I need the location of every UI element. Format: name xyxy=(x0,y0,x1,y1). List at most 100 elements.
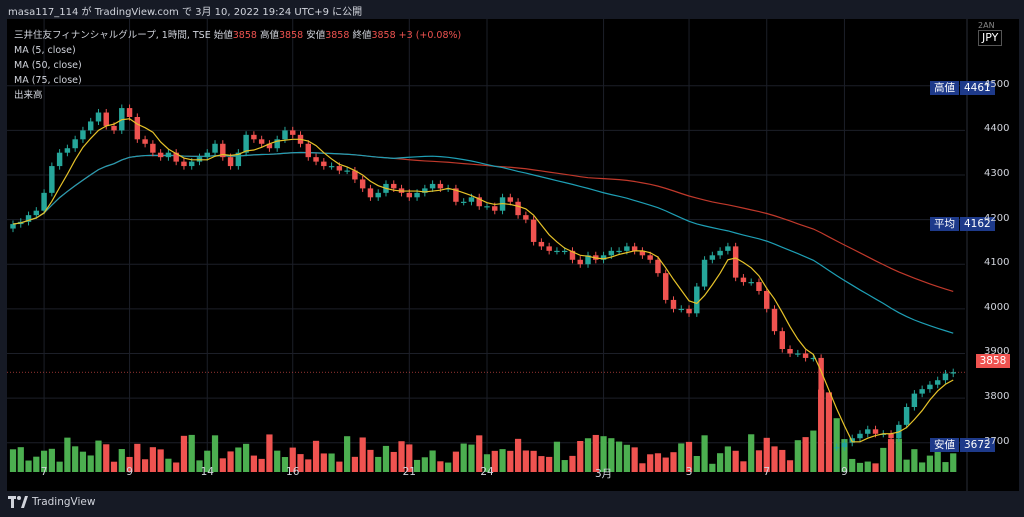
candle[interactable] xyxy=(460,198,467,206)
candle[interactable] xyxy=(911,390,918,411)
candle[interactable] xyxy=(670,296,677,313)
candle[interactable] xyxy=(826,430,832,451)
candle[interactable] xyxy=(577,256,583,268)
candle[interactable] xyxy=(126,104,133,121)
candle[interactable] xyxy=(631,242,638,255)
candle[interactable] xyxy=(72,135,78,152)
candle[interactable] xyxy=(903,403,910,429)
candle[interactable] xyxy=(142,135,148,148)
candle[interactable] xyxy=(134,113,141,143)
candle[interactable] xyxy=(352,166,358,184)
candle[interactable] xyxy=(725,242,731,255)
candle[interactable] xyxy=(694,282,700,317)
chart-area[interactable] xyxy=(7,19,1019,491)
candle[interactable] xyxy=(740,274,747,286)
candle[interactable] xyxy=(927,381,933,393)
candle[interactable] xyxy=(220,140,226,161)
candle[interactable] xyxy=(756,278,762,295)
candle[interactable] xyxy=(212,140,218,157)
candle[interactable] xyxy=(235,149,242,170)
legend-ma50[interactable]: MA (50, close) xyxy=(14,60,82,71)
candle[interactable] xyxy=(818,354,824,438)
candle[interactable] xyxy=(484,202,490,210)
candle[interactable] xyxy=(328,162,335,170)
candle[interactable] xyxy=(157,149,164,161)
candle[interactable] xyxy=(569,247,576,264)
candle[interactable] xyxy=(616,247,622,255)
candle[interactable] xyxy=(25,211,32,226)
candle[interactable] xyxy=(305,140,311,161)
candle[interactable] xyxy=(321,158,327,170)
candle[interactable] xyxy=(538,238,545,250)
ma50-line[interactable] xyxy=(12,151,954,334)
candle[interactable] xyxy=(802,349,809,362)
candle[interactable] xyxy=(686,305,692,317)
candle[interactable] xyxy=(375,189,381,201)
candle[interactable] xyxy=(150,140,156,157)
candle[interactable] xyxy=(10,220,16,233)
candle[interactable] xyxy=(313,153,319,166)
candle[interactable] xyxy=(507,193,514,206)
candle[interactable] xyxy=(33,207,40,219)
candle[interactable] xyxy=(732,242,739,282)
candle[interactable] xyxy=(841,439,848,451)
candle[interactable] xyxy=(779,327,785,353)
candle[interactable] xyxy=(934,376,941,389)
candle[interactable] xyxy=(251,131,257,143)
legend-ma75[interactable]: MA (75, close) xyxy=(14,75,82,86)
candle[interactable] xyxy=(49,162,55,197)
candle[interactable] xyxy=(530,216,537,246)
candle[interactable] xyxy=(80,126,86,143)
ma5-line[interactable] xyxy=(12,118,954,443)
candle[interactable] xyxy=(795,349,801,358)
candle[interactable] xyxy=(274,135,280,152)
footer-brand[interactable]: TradingView xyxy=(32,496,96,508)
candle[interactable] xyxy=(64,144,71,157)
candle[interactable] xyxy=(663,269,669,304)
candle[interactable] xyxy=(748,278,754,286)
candle[interactable] xyxy=(227,153,234,170)
candle[interactable] xyxy=(950,368,956,378)
candle[interactable] xyxy=(942,369,949,384)
candle[interactable] xyxy=(919,385,925,398)
candle[interactable] xyxy=(546,242,552,255)
candle[interactable] xyxy=(717,247,723,259)
candle[interactable] xyxy=(56,149,63,170)
candle[interactable] xyxy=(95,108,102,126)
candle[interactable] xyxy=(453,184,459,206)
candle[interactable] xyxy=(258,135,265,148)
legend-volume[interactable]: 出来高 xyxy=(14,90,43,101)
candle[interactable] xyxy=(888,430,894,442)
candle[interactable] xyxy=(701,256,708,291)
legend-ma5[interactable]: MA (5, close) xyxy=(14,45,76,56)
candle[interactable] xyxy=(344,166,350,175)
candle[interactable] xyxy=(678,305,684,313)
candle[interactable] xyxy=(655,256,661,277)
candle[interactable] xyxy=(173,149,179,166)
candle[interactable] xyxy=(585,251,591,268)
candle[interactable] xyxy=(771,305,778,335)
candle[interactable] xyxy=(476,193,482,210)
candle[interactable] xyxy=(523,211,529,224)
candle[interactable] xyxy=(204,149,210,161)
candle[interactable] xyxy=(165,149,172,161)
candle[interactable] xyxy=(422,184,428,197)
candle[interactable] xyxy=(87,117,94,134)
candle[interactable] xyxy=(243,131,249,157)
candle[interactable] xyxy=(41,189,47,215)
candle[interactable] xyxy=(833,443,840,451)
currency-button[interactable]: JPY xyxy=(978,30,1003,46)
candle[interactable] xyxy=(709,251,716,264)
candle[interactable] xyxy=(429,180,436,192)
ma75-line[interactable] xyxy=(12,151,954,292)
candle[interactable] xyxy=(639,247,646,259)
candle[interactable] xyxy=(359,175,366,192)
candle[interactable] xyxy=(515,198,521,219)
candle[interactable] xyxy=(764,287,770,313)
candle[interactable] xyxy=(554,247,560,255)
candle[interactable] xyxy=(647,251,653,264)
candle[interactable] xyxy=(600,251,607,264)
candle[interactable] xyxy=(266,140,273,152)
candle[interactable] xyxy=(787,345,793,358)
price-chart[interactable] xyxy=(7,19,1019,491)
